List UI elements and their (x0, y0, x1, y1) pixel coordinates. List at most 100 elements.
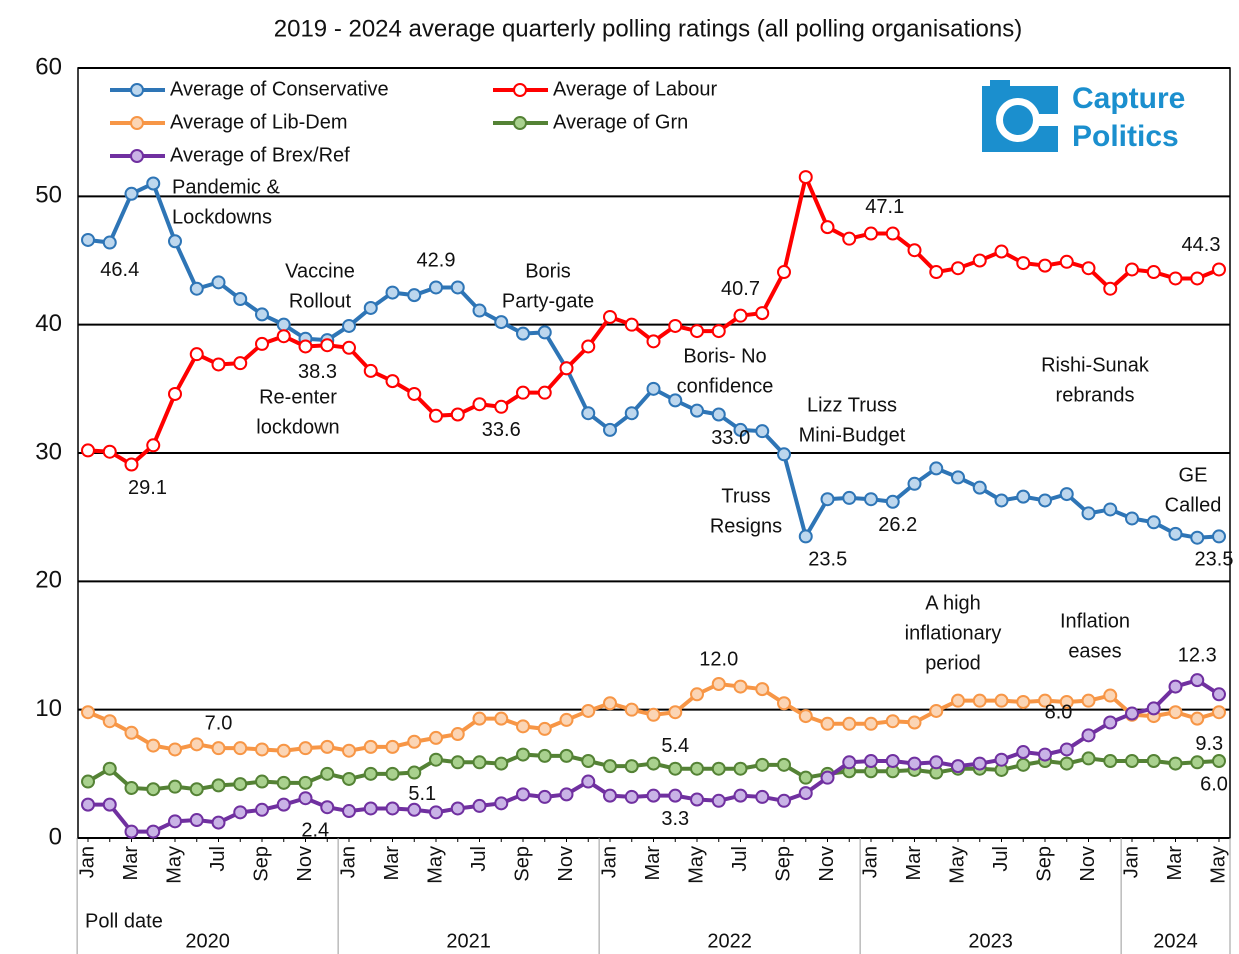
x-tick-label: Jan (598, 846, 620, 878)
data-point (168, 234, 182, 249)
data-label: 23.5 (808, 549, 847, 571)
data-point (320, 766, 335, 781)
data-point (211, 357, 226, 372)
data-point (233, 741, 248, 756)
data-point (516, 326, 530, 341)
x-tick-label: Mar (642, 846, 664, 881)
legend-marker (130, 149, 144, 163)
data-label: 12.0 (699, 648, 738, 670)
data-label: 46.4 (100, 259, 139, 281)
x-tick-label: Sep (772, 846, 794, 882)
data-point (603, 309, 617, 324)
data-label: 42.9 (417, 250, 456, 272)
data-point (537, 385, 552, 400)
data-point (603, 788, 617, 803)
data-point (102, 444, 117, 459)
data-point (189, 737, 204, 752)
data-label: 7.0 (205, 712, 233, 734)
data-point (994, 244, 1009, 259)
data-point (864, 226, 878, 241)
data-point (581, 703, 596, 718)
data-point (363, 766, 378, 781)
data-label: 6.0 (1200, 773, 1228, 795)
data-point (102, 797, 117, 812)
data-point (276, 743, 291, 758)
x-tick-label: Nov (1077, 846, 1099, 882)
legend-label: Average of Labour (553, 78, 718, 100)
data-point (1038, 258, 1052, 273)
annotation: Truss (721, 485, 770, 507)
y-tick-label: 40 (35, 310, 62, 337)
data-point (1146, 265, 1161, 280)
data-point (1125, 754, 1139, 768)
annotation: Boris (525, 260, 571, 282)
data-point (320, 338, 335, 353)
annotation: Lockdowns (172, 206, 272, 228)
data-point (755, 306, 770, 321)
data-point (1059, 254, 1074, 269)
annotation: Resigns (710, 515, 782, 537)
data-point (624, 317, 639, 332)
x-tick-label: Nov (816, 846, 838, 882)
x-tick-label: Sep (250, 846, 272, 882)
data-point (972, 480, 987, 495)
data-point (168, 742, 182, 757)
logo-icon (1003, 105, 1033, 135)
data-point (711, 761, 726, 776)
data-point (537, 325, 552, 340)
data-point (233, 777, 248, 792)
data-point (298, 741, 313, 756)
data-point (972, 756, 987, 771)
data-point (233, 292, 248, 306)
data-point (733, 761, 748, 776)
data-point (929, 755, 944, 770)
annotation: confidence (677, 375, 774, 397)
x-tick-label: Jan (859, 846, 881, 878)
data-point (646, 707, 661, 722)
logo-text: Capture (1072, 82, 1185, 115)
data-point (494, 315, 509, 330)
data-point (1125, 706, 1139, 721)
logo: Capture Politics (982, 80, 1185, 153)
legend-marker (130, 116, 144, 130)
data-point (603, 759, 617, 774)
data-point (559, 787, 574, 802)
data-point (842, 716, 857, 731)
x-tick-label: May (424, 846, 446, 884)
data-point (1016, 694, 1031, 709)
data-point (255, 307, 269, 322)
data-point (81, 797, 95, 812)
data-point (1146, 515, 1161, 530)
data-point (842, 490, 857, 505)
y-tick-label: 30 (35, 438, 62, 465)
data-point (777, 447, 791, 462)
annotation: A high (925, 592, 981, 614)
data-point (255, 742, 269, 757)
x-group-label: 2023 (968, 930, 1013, 952)
data-point (1103, 754, 1118, 768)
data-point (864, 492, 878, 507)
data-point (668, 761, 683, 776)
x-tick-label: Sep (1033, 846, 1055, 882)
data-point (1038, 747, 1052, 762)
data-point (168, 386, 182, 401)
data-point (798, 170, 813, 185)
x-tick-label: Jan (76, 846, 98, 878)
data-point (494, 711, 509, 726)
data-point (1212, 262, 1226, 277)
data-point (407, 802, 422, 817)
data-point (298, 339, 313, 354)
annotation: Inflation (1060, 610, 1130, 632)
data-point (1081, 751, 1096, 766)
annotation: Pandemic & (172, 176, 280, 198)
data-point (363, 363, 378, 378)
data-point (646, 756, 661, 771)
data-label: 5.1 (408, 783, 436, 805)
x-tick-label: May (163, 846, 185, 884)
data-point (211, 741, 226, 756)
data-point (581, 774, 596, 789)
data-label: 9.3 (1195, 733, 1223, 755)
x-tick-label: Nov (555, 846, 577, 882)
data-point (81, 705, 95, 720)
x-tick-label: Mar (120, 846, 142, 881)
